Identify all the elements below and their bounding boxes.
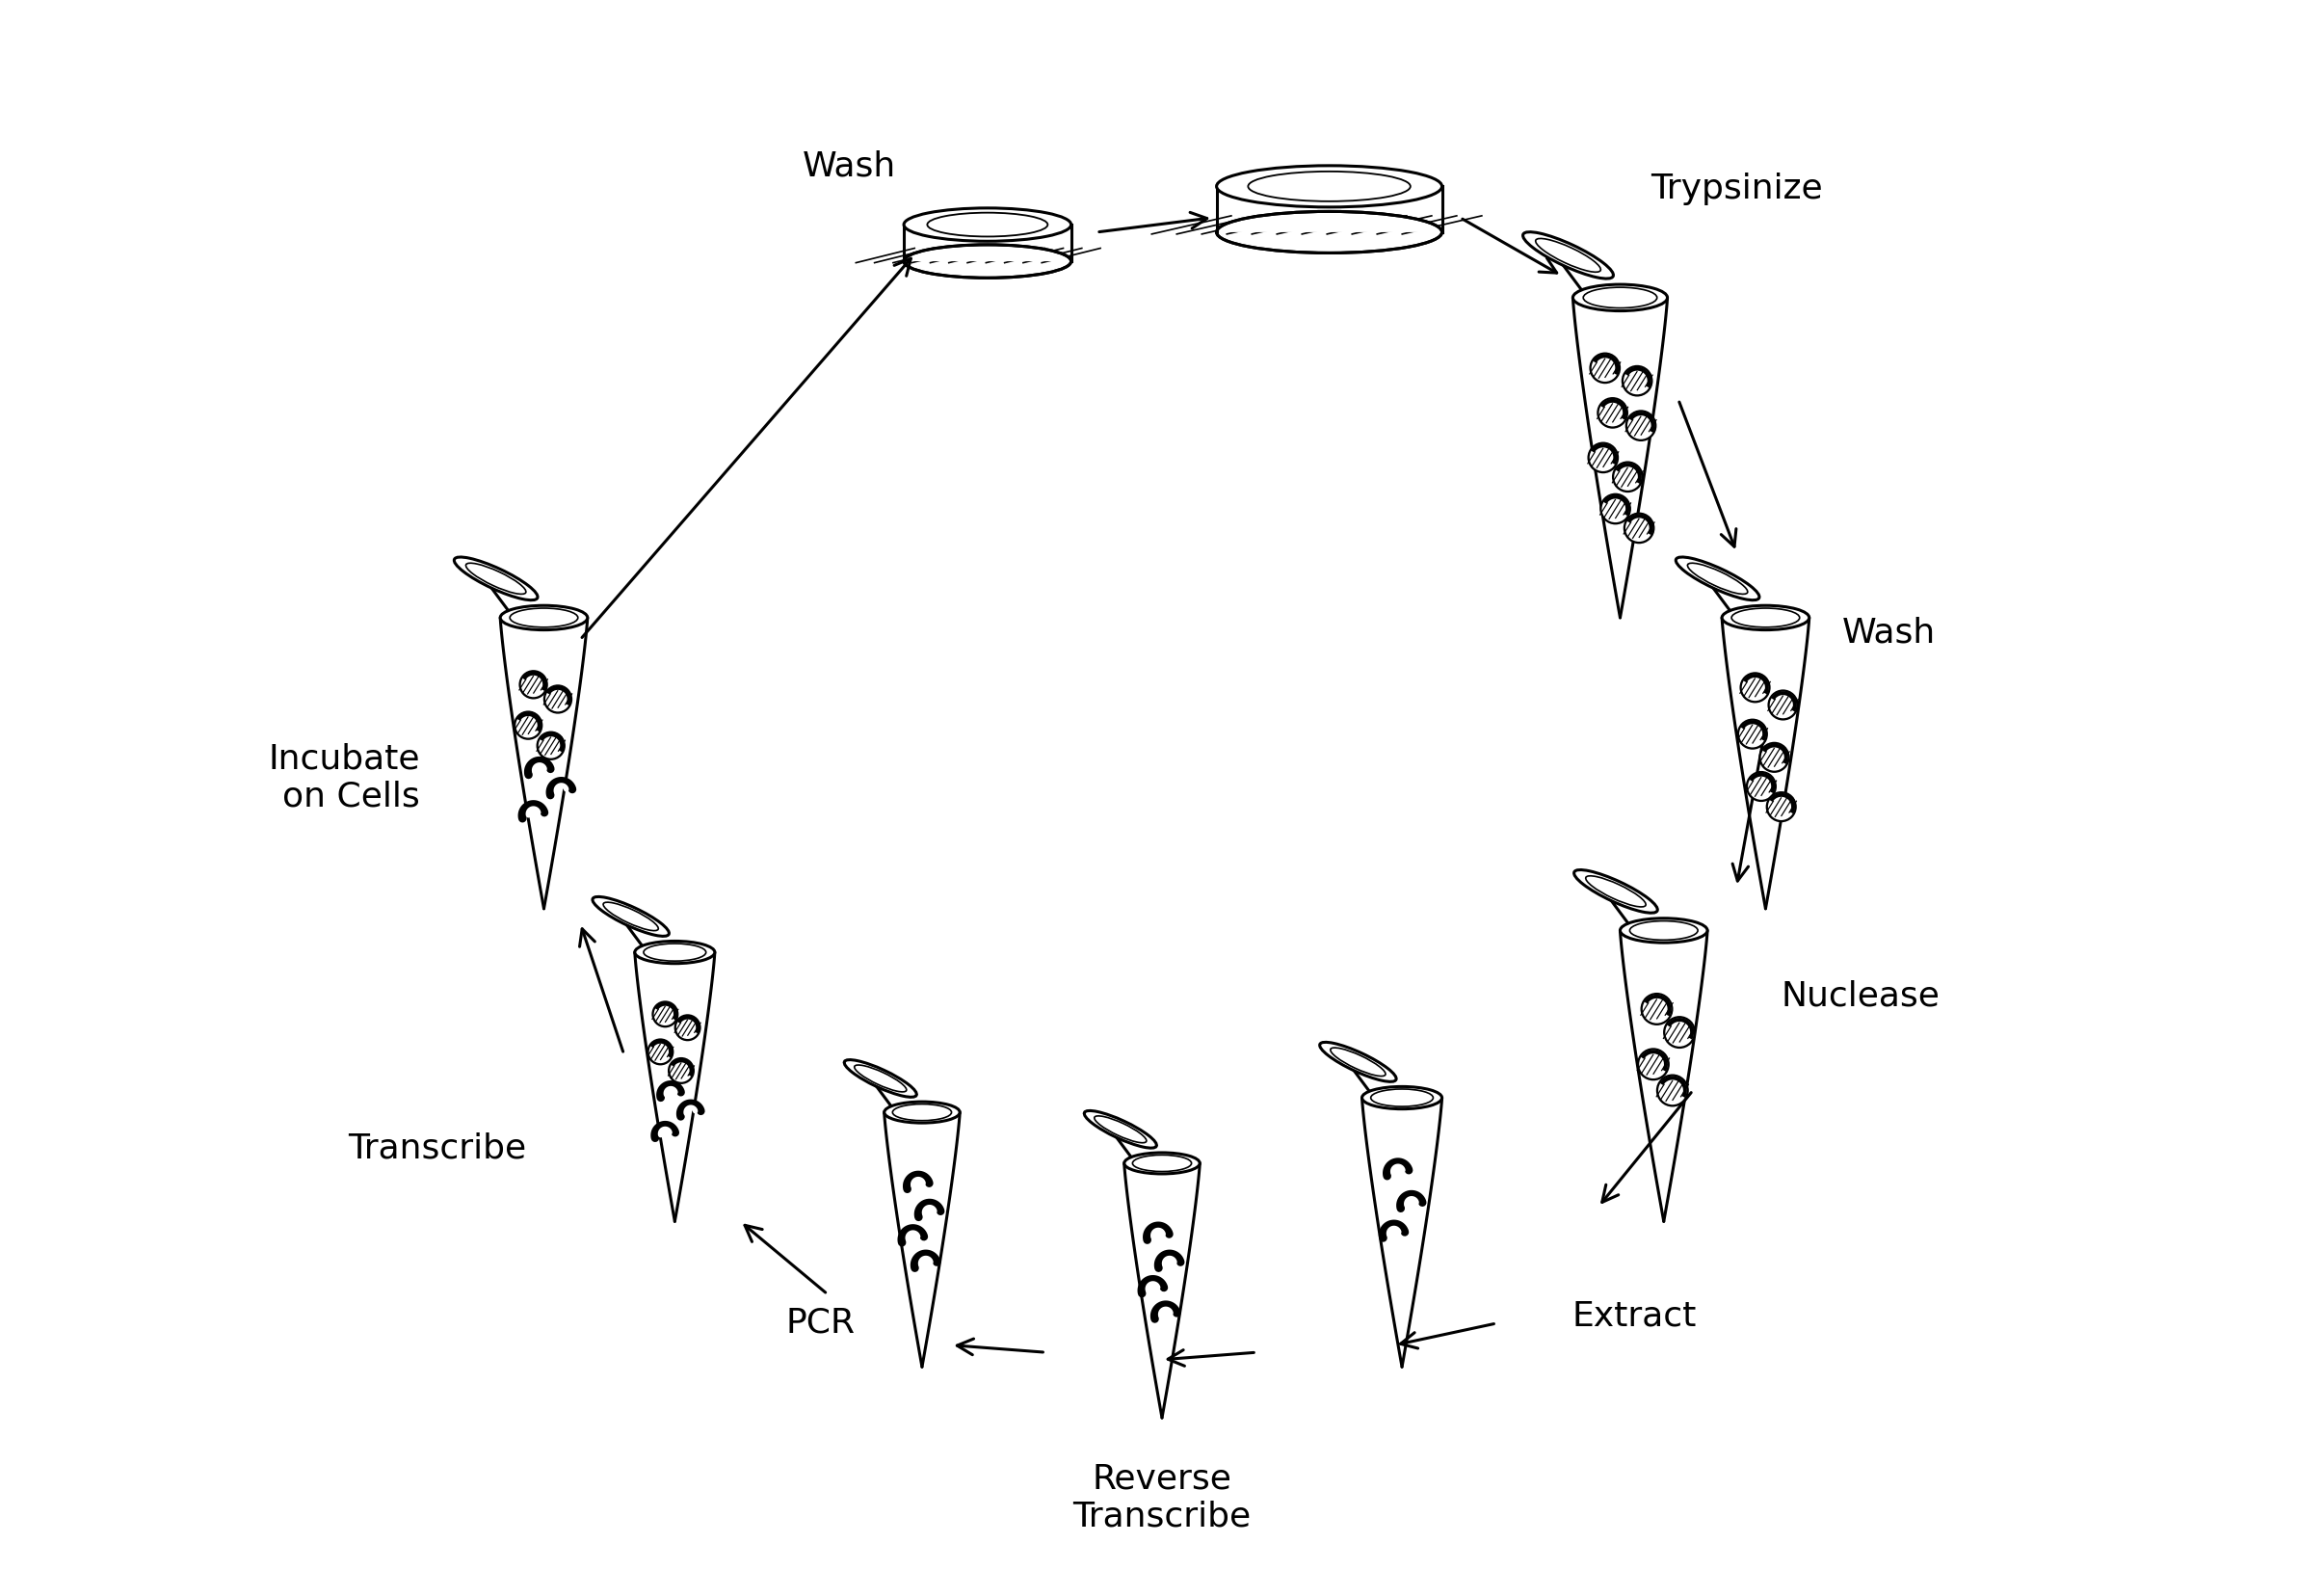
Ellipse shape <box>1522 232 1613 278</box>
Circle shape <box>1599 399 1627 427</box>
Circle shape <box>1601 495 1629 523</box>
Polygon shape <box>1215 212 1441 232</box>
Circle shape <box>1638 1049 1669 1080</box>
Ellipse shape <box>904 209 1071 242</box>
Circle shape <box>1766 793 1796 821</box>
Circle shape <box>514 711 541 739</box>
Text: PCR: PCR <box>786 1306 855 1339</box>
Circle shape <box>1590 353 1620 383</box>
Ellipse shape <box>1676 557 1759 600</box>
Circle shape <box>1741 674 1769 702</box>
Circle shape <box>1641 994 1671 1024</box>
Polygon shape <box>634 953 716 1221</box>
Circle shape <box>648 1039 672 1064</box>
Ellipse shape <box>1722 606 1808 630</box>
Text: Wash: Wash <box>802 151 897 184</box>
Ellipse shape <box>883 1102 960 1123</box>
Circle shape <box>521 670 546 699</box>
Ellipse shape <box>1573 870 1657 912</box>
Polygon shape <box>904 245 1071 261</box>
Text: Wash: Wash <box>1843 615 1936 648</box>
Polygon shape <box>500 617 588 909</box>
Text: Nuclease: Nuclease <box>1780 980 1941 1013</box>
Circle shape <box>544 686 572 713</box>
Text: Incubate
on Cells: Incubate on Cells <box>270 743 421 813</box>
Ellipse shape <box>453 557 537 600</box>
Polygon shape <box>1125 1163 1199 1418</box>
Polygon shape <box>1362 1097 1441 1367</box>
Polygon shape <box>1620 931 1708 1221</box>
Ellipse shape <box>634 940 716 964</box>
Circle shape <box>1613 462 1643 491</box>
Circle shape <box>1622 366 1652 396</box>
Circle shape <box>653 1002 679 1027</box>
Ellipse shape <box>1620 918 1708 942</box>
Polygon shape <box>1215 187 1441 232</box>
Ellipse shape <box>593 896 669 936</box>
Ellipse shape <box>1320 1042 1397 1082</box>
Circle shape <box>1664 1017 1694 1047</box>
Text: Reverse
Transcribe: Reverse Transcribe <box>1074 1463 1250 1534</box>
Circle shape <box>1590 443 1618 473</box>
Circle shape <box>1657 1075 1687 1105</box>
Ellipse shape <box>1215 165 1441 207</box>
Circle shape <box>1624 513 1655 543</box>
Circle shape <box>1627 411 1655 440</box>
Ellipse shape <box>1362 1086 1441 1108</box>
Polygon shape <box>1573 298 1666 617</box>
Circle shape <box>1738 719 1766 749</box>
Circle shape <box>1769 691 1796 719</box>
Circle shape <box>676 1016 700 1039</box>
Ellipse shape <box>1085 1110 1157 1148</box>
Circle shape <box>1748 772 1776 801</box>
Polygon shape <box>1722 617 1808 909</box>
Text: Transcribe: Transcribe <box>349 1132 528 1165</box>
Ellipse shape <box>844 1060 916 1097</box>
Ellipse shape <box>1573 284 1666 311</box>
Ellipse shape <box>1125 1152 1199 1174</box>
Text: Extract: Extract <box>1573 1300 1697 1333</box>
Text: Trypsinize: Trypsinize <box>1650 173 1822 206</box>
Circle shape <box>1759 743 1789 772</box>
Polygon shape <box>904 225 1071 261</box>
Polygon shape <box>883 1112 960 1367</box>
Circle shape <box>669 1058 693 1083</box>
Circle shape <box>537 732 565 760</box>
Ellipse shape <box>500 606 588 630</box>
